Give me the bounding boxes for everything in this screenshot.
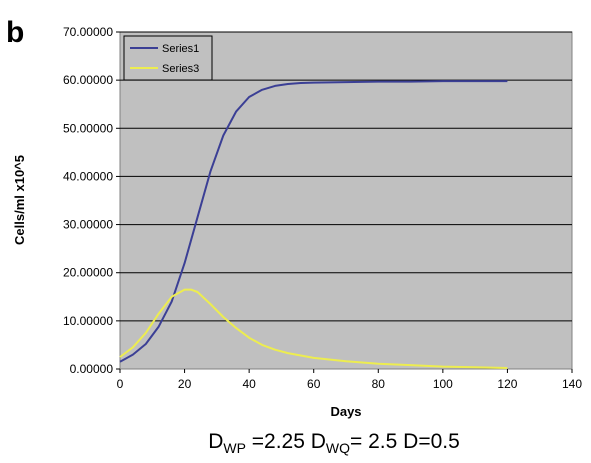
y-axis-ticks: 0.00000 10.00000 20.00000 30.00000 40.00000 5… <box>63 25 120 376</box>
y-tick-label: 10.00000 <box>63 314 113 328</box>
x-tick-label: 100 <box>433 377 453 391</box>
series-lines <box>119 80 508 369</box>
caption-mid2: = 2.5 D=0.5 <box>350 430 460 453</box>
x-axis-label: Days <box>330 404 361 419</box>
legend: Series1 Series3 <box>123 35 213 81</box>
legend-label-series3: Series3 <box>162 63 199 75</box>
x-tick-label: 140 <box>562 377 582 391</box>
y-tick-label: 20.00000 <box>63 266 113 280</box>
panel-label: b <box>6 16 24 49</box>
x-tick-label: 60 <box>307 377 321 391</box>
y-tick-label: 40.00000 <box>63 169 113 183</box>
caption-sub-wq: WQ <box>326 440 350 456</box>
legend-box <box>123 35 213 81</box>
x-axis-ticks: 0 20 40 60 80 100 120 140 <box>117 369 582 391</box>
caption-prefix: D <box>208 430 223 453</box>
caption: DWP =2.25 DWQ= 2.5 D=0.5 <box>208 430 460 456</box>
y-axis-label: Cells/ml x10^5 <box>12 155 27 245</box>
y-tick-label: 30.00000 <box>63 218 113 232</box>
y-tick-label: 50.00000 <box>63 121 113 135</box>
x-tick-label: 80 <box>372 377 386 391</box>
x-tick-label: 20 <box>178 377 192 391</box>
x-tick-label: 40 <box>242 377 256 391</box>
legend-label-series1: Series1 <box>162 43 199 55</box>
x-tick-label: 0 <box>117 377 124 391</box>
caption-sub-wp: WP <box>223 440 246 456</box>
caption-mid1: =2.25 D <box>246 430 326 453</box>
series-line-series1 <box>119 80 508 363</box>
plot-area <box>119 31 573 370</box>
y-tick-label: 60.00000 <box>63 73 113 87</box>
series-line-series3 <box>119 288 508 369</box>
y-tick-label: 70.00000 <box>63 25 113 39</box>
x-tick-label: 120 <box>497 377 517 391</box>
y-tick-label: 0.00000 <box>70 362 114 376</box>
